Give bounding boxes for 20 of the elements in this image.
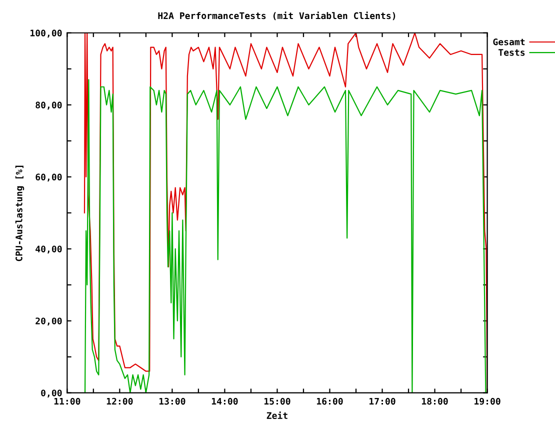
y-tick-label: 40,00 <box>36 246 62 254</box>
y-tick-label: 0,00 <box>41 390 62 398</box>
x-tick-label: 19:00 <box>474 398 500 405</box>
x-tick-label: 18:00 <box>422 398 448 405</box>
y-tick-label: 20,00 <box>36 318 62 326</box>
x-tick-label: 14:00 <box>212 398 238 405</box>
x-tick-label: 17:00 <box>370 398 396 405</box>
y-axis-title: CPU-Auslastung [%] <box>15 166 24 262</box>
x-tick-label: 11:00 <box>54 398 80 405</box>
x-tick-label: 13:00 <box>159 398 186 405</box>
y-tick-label: 100,00 <box>30 30 62 38</box>
y-tick-label: 60,00 <box>36 174 62 182</box>
chart-title: H2A PerformanceTests (mit Variablen Clients) <box>158 12 396 20</box>
legend-label: Tests <box>498 49 525 56</box>
x-tick-label: 16:00 <box>316 398 343 405</box>
legend-label: Gesamt <box>493 38 525 46</box>
x-axis-title: Zeit <box>266 412 288 419</box>
x-tick-label: 12:00 <box>106 398 133 405</box>
y-tick-label: 80,00 <box>36 102 62 110</box>
x-tick-label: 15:00 <box>264 398 290 405</box>
